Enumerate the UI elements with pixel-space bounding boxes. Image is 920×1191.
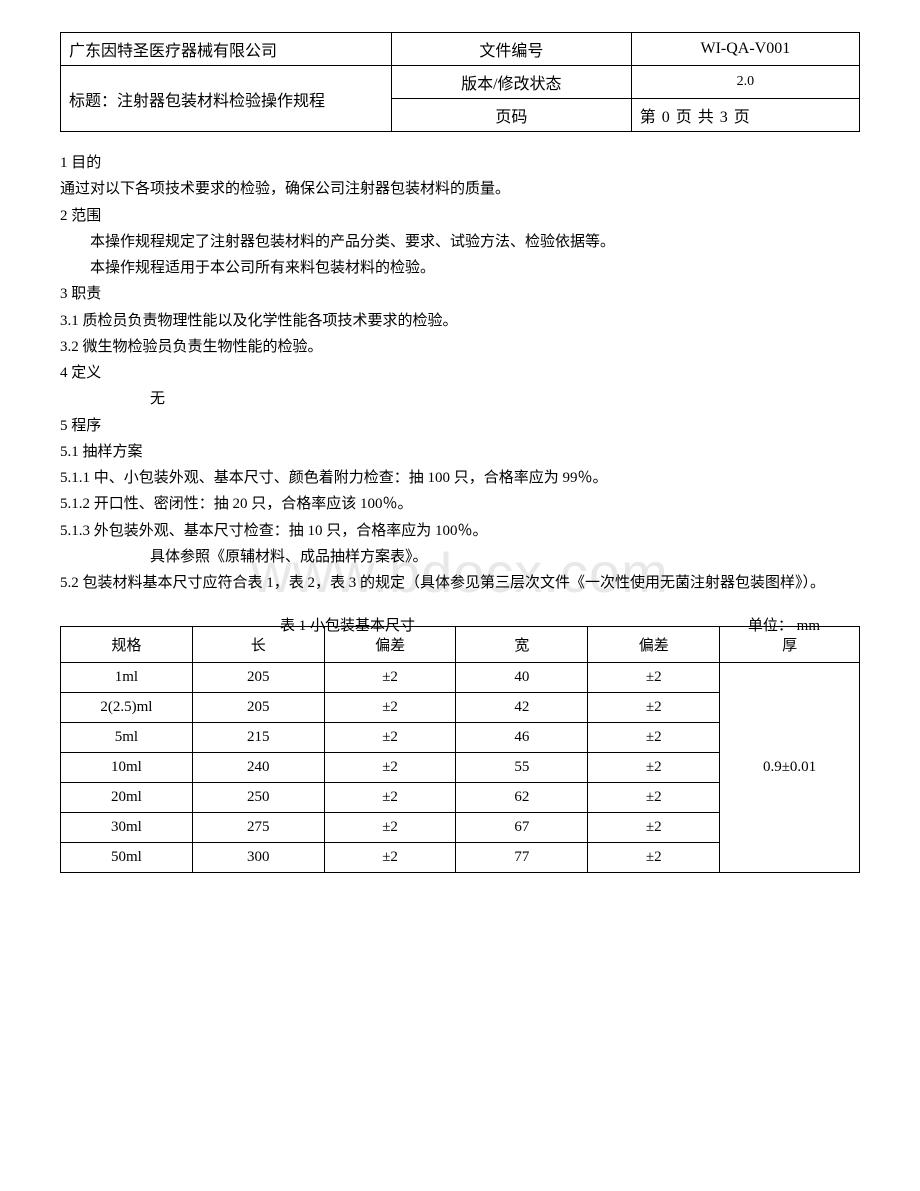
section-5-1-ref: 具体参照《原辅材料、成品抽样方案表》。: [60, 544, 860, 570]
table1-cell: ±2: [324, 813, 456, 843]
table1-cell: 250: [192, 783, 324, 813]
table1-col-2: 偏差: [324, 627, 456, 663]
table1-body: 1ml205±240±20.9±0.012(2.5)ml205±242±25ml…: [61, 663, 860, 873]
company-cell: 广东因特圣医疗器械有限公司: [61, 33, 392, 66]
section-4-body: 无: [60, 386, 860, 412]
table1-cell: 240: [192, 753, 324, 783]
table1-cell: 50ml: [61, 843, 193, 873]
table1-col-3: 宽: [456, 627, 588, 663]
table1-cell: 62: [456, 783, 588, 813]
section-2-body-2: 本操作规程适用于本公司所有来料包装材料的检验。: [60, 255, 860, 281]
table1-thickness-cell: 0.9±0.01: [720, 663, 860, 873]
table1-cell: ±2: [324, 843, 456, 873]
table1-cell: ±2: [588, 813, 720, 843]
table1-cell: 77: [456, 843, 588, 873]
table1-col-1: 长: [192, 627, 324, 663]
section-1-heading: 1 目的: [60, 150, 860, 176]
table1-cell: 205: [192, 663, 324, 693]
section-3-2: 3.2 微生物检验员负责生物性能的检验。: [60, 334, 860, 360]
table1-cell: ±2: [588, 663, 720, 693]
section-4-heading: 4 定义: [60, 360, 860, 386]
table1-cell: 2(2.5)ml: [61, 693, 193, 723]
table1-cell: 40: [456, 663, 588, 693]
section-5-1-2: 5.1.2 开口性、密闭性：抽 20 只，合格率应该 100％。: [60, 491, 860, 517]
table1-cell: ±2: [324, 723, 456, 753]
table1-cell: ±2: [324, 693, 456, 723]
section-5-1-1: 5.1.1 中、小包装外观、基本尺寸、颜色着附力检查：抽 100 只，合格率应为…: [60, 465, 860, 491]
table1-cell: 55: [456, 753, 588, 783]
table1-cell: 205: [192, 693, 324, 723]
table1-cell: ±2: [588, 753, 720, 783]
table1-cell: 215: [192, 723, 324, 753]
document-body: 1 目的 通过对以下各项技术要求的检验，确保公司注射器包装材料的质量。 2 范围…: [60, 150, 860, 596]
version-value: 2.0: [631, 66, 859, 99]
table1: 规格长偏差宽偏差厚 1ml205±240±20.9±0.012(2.5)ml20…: [60, 626, 860, 873]
title-cell: 标题：注射器包装材料检验操作规程: [61, 66, 392, 132]
table1-cell: 275: [192, 813, 324, 843]
section-2-body-1: 本操作规程规定了注射器包装材料的产品分类、要求、试验方法、检验依据等。: [60, 229, 860, 255]
table1-cell: 10ml: [61, 753, 193, 783]
table1-cell: ±2: [324, 783, 456, 813]
document-header-table: 广东因特圣医疗器械有限公司 文件编号 WI-QA-V001 标题：注射器包装材料…: [60, 32, 860, 132]
section-2-heading: 2 范围: [60, 203, 860, 229]
table1-cell: ±2: [588, 843, 720, 873]
section-1-body: 通过对以下各项技术要求的检验，确保公司注射器包装材料的质量。: [60, 176, 860, 202]
page-value: 第 0 页 共 3 页: [631, 99, 859, 132]
doc-no-label: 文件编号: [392, 33, 632, 66]
version-label: 版本/修改状态: [392, 66, 632, 99]
section-5-1: 5.1 抽样方案: [60, 439, 860, 465]
table1-cell: 30ml: [61, 813, 193, 843]
table1-cell: ±2: [588, 723, 720, 753]
table1-cell: ±2: [324, 753, 456, 783]
table1-cell: 1ml: [61, 663, 193, 693]
table-row: 1ml205±240±20.9±0.01: [61, 663, 860, 693]
table1-cell: 67: [456, 813, 588, 843]
table1-col-5: 厚: [720, 627, 860, 663]
table1-cell: ±2: [324, 663, 456, 693]
section-3-heading: 3 职责: [60, 281, 860, 307]
table1-cell: ±2: [588, 783, 720, 813]
table1-cell: 300: [192, 843, 324, 873]
table1-cell: 20ml: [61, 783, 193, 813]
table1-cell: ±2: [588, 693, 720, 723]
section-3-1: 3.1 质检员负责物理性能以及化学性能各项技术要求的检验。: [60, 308, 860, 334]
table1-cell: 42: [456, 693, 588, 723]
section-5-2: 5.2 包装材料基本尺寸应符合表 1，表 2，表 3 的规定（具体参见第三层次文…: [60, 570, 860, 596]
table1-cell: 5ml: [61, 723, 193, 753]
table1-header-row: 规格长偏差宽偏差厚: [61, 627, 860, 663]
section-5-heading: 5 程序: [60, 413, 860, 439]
section-5-1-3: 5.1.3 外包装外观、基本尺寸检查：抽 10 只，合格率应为 100％。: [60, 518, 860, 544]
page-label: 页码: [392, 99, 632, 132]
table1-col-4: 偏差: [588, 627, 720, 663]
table1-cell: 46: [456, 723, 588, 753]
doc-no-value: WI-QA-V001: [631, 33, 859, 66]
table1-col-0: 规格: [61, 627, 193, 663]
